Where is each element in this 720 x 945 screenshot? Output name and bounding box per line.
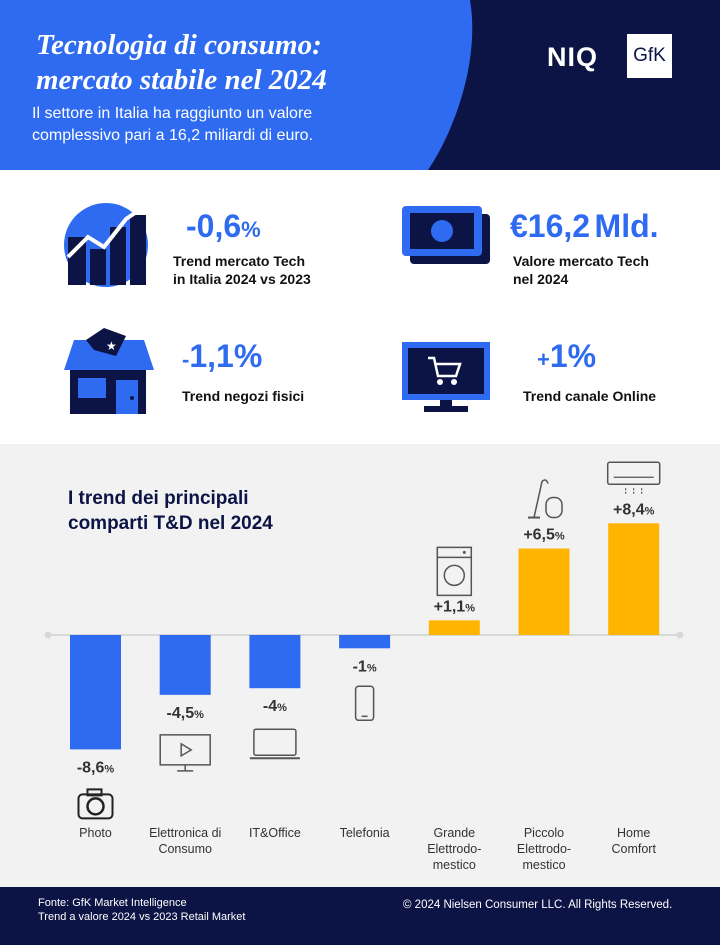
online-value: +1% bbox=[537, 338, 597, 374]
category-label-5: Piccolo Elettrodo-mestico bbox=[517, 826, 571, 872]
category-label-0: Photo bbox=[79, 826, 112, 840]
bar-0 bbox=[70, 635, 121, 750]
page-title-line1: Tecnologia di consumo: bbox=[36, 29, 322, 61]
bar-2 bbox=[249, 635, 301, 689]
header-background bbox=[0, 0, 473, 170]
category-label-3: Telefonia bbox=[340, 826, 390, 840]
tech-trend-value: -0,6% bbox=[186, 208, 261, 244]
bar-value-label-0: -8,6% bbox=[77, 759, 115, 776]
tv-icon bbox=[159, 734, 211, 772]
page-title: Tecnologia di consumo: mercato stabile n… bbox=[36, 28, 456, 98]
bar-1 bbox=[159, 635, 211, 695]
bar-value-label-1: -4,5% bbox=[167, 705, 205, 722]
bar-value-label-3: -1% bbox=[353, 658, 377, 675]
page-title-line2: mercato stabile nel 2024 bbox=[36, 64, 327, 96]
niq-logo: NIQ bbox=[547, 42, 599, 72]
footer-copyright: © 2024 Nielsen Consumer LLC. All Rights … bbox=[403, 899, 673, 911]
bar-value-label-2: -4% bbox=[263, 698, 287, 715]
page-subtitle: Il settore in Italia ha raggiunto un val… bbox=[32, 105, 314, 144]
store-icon: ★ bbox=[64, 328, 154, 414]
footer: Fonte: GfK Market Intelligence Trend a v… bbox=[0, 887, 720, 945]
physical-stores-value: -1,1% bbox=[182, 338, 263, 374]
bar-value-label-5: +6,5% bbox=[523, 527, 565, 544]
category-label-4: Grande Elettrodo-mestico bbox=[427, 826, 481, 872]
chart-title: I trend dei principali comparti T&D nel … bbox=[68, 488, 273, 534]
category-label-6: Home Comfort bbox=[611, 826, 656, 856]
air-conditioner-icon bbox=[606, 461, 661, 495]
physical-stores-label: Trend negozi fisici bbox=[182, 388, 305, 404]
washing-machine-icon bbox=[436, 546, 473, 597]
bar-chart: -8,6% Photo -4,5% Elettronica di Consumo -4% I… bbox=[44, 461, 684, 872]
market-value: €16,2 Mld. bbox=[510, 208, 659, 244]
laptop-icon bbox=[249, 728, 300, 760]
online-label: Trend canale Online bbox=[523, 388, 657, 404]
footer-source: Fonte: GfK Market Intelligence Trend a v… bbox=[38, 897, 246, 923]
category-label-2: IT&Office bbox=[249, 826, 301, 840]
bar-4 bbox=[428, 620, 480, 635]
bar-3 bbox=[339, 635, 391, 649]
banknote-icon bbox=[402, 206, 490, 264]
growth-chart-icon bbox=[64, 201, 148, 287]
baseline-end-dot bbox=[676, 631, 684, 639]
market-value-label: Valore mercato Tech nel 2024 bbox=[513, 253, 649, 287]
tech-trend-label: Trend mercato Tech in Italia 2024 vs 202… bbox=[173, 253, 311, 287]
svg-text:★: ★ bbox=[106, 339, 117, 353]
vacuum-cleaner-icon bbox=[528, 479, 563, 519]
camera-icon bbox=[77, 788, 114, 820]
online-shop-monitor-icon bbox=[402, 342, 490, 412]
bar-6 bbox=[608, 523, 660, 635]
bar-5 bbox=[518, 548, 570, 635]
smartphone-icon bbox=[354, 685, 375, 722]
category-label-1: Elettronica di Consumo bbox=[149, 826, 221, 856]
gfk-logo: GfK bbox=[627, 34, 672, 78]
bar-value-label-4: +1,1% bbox=[434, 598, 476, 615]
bar-value-label-6: +8,4% bbox=[613, 501, 655, 518]
header-banner: Tecnologia di consumo: mercato stabile n… bbox=[0, 0, 720, 170]
baseline-start-dot bbox=[44, 631, 52, 639]
